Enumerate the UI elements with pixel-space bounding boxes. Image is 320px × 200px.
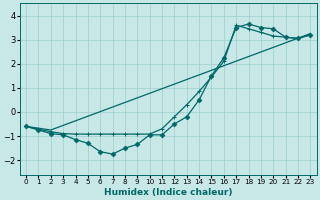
X-axis label: Humidex (Indice chaleur): Humidex (Indice chaleur)	[104, 188, 232, 197]
